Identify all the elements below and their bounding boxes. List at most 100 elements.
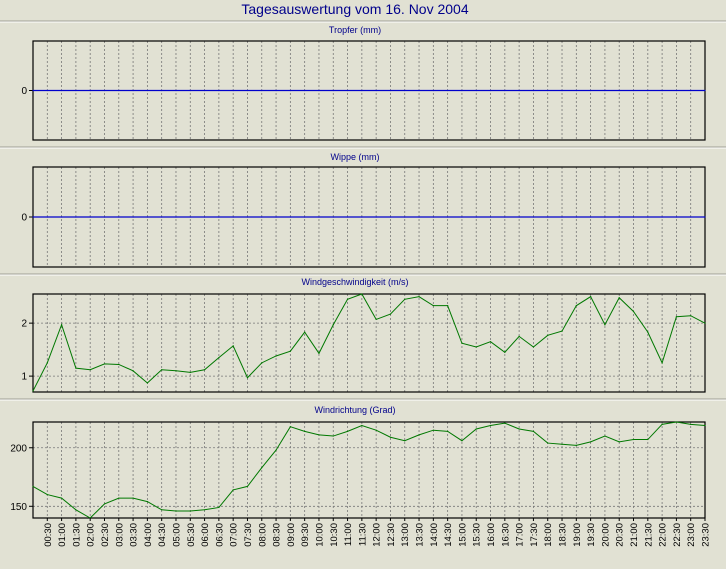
x-tick-label: 19:30 (586, 523, 597, 547)
data-point (404, 440, 406, 442)
chart-panel: Wippe (mm) 0 (0, 146, 726, 268)
data-point (246, 377, 249, 379)
data-point (304, 216, 306, 218)
x-tick-label: 21:30 (643, 523, 654, 547)
data-point (289, 216, 291, 218)
data-point (590, 216, 592, 218)
data-point (432, 216, 434, 218)
data-point (161, 89, 163, 92)
panel-title: Windgeschwindigkeit (m/s) (301, 277, 408, 287)
x-tick-label: 01:00 (57, 523, 68, 547)
data-point (132, 216, 134, 218)
data-point (618, 89, 620, 92)
data-point (704, 89, 706, 92)
data-point (332, 216, 334, 218)
data-point (447, 216, 449, 218)
y-tick-label: 200 (10, 443, 27, 454)
x-tick-label: 05:30 (186, 523, 197, 547)
chart-panels: Tropfer (mm) 0 Wippe (mm) 0 Windgeschwindigk… (0, 20, 726, 519)
data-point (432, 429, 434, 431)
x-tick-label: 05:00 (171, 523, 182, 547)
data-point (304, 430, 306, 432)
data-point (175, 89, 177, 92)
data-point (346, 298, 349, 300)
data-point (46, 362, 48, 364)
data-point (146, 89, 148, 92)
data-point (675, 421, 678, 423)
x-tick-label: 17:00 (515, 523, 526, 547)
x-tick-label: 13:00 (400, 523, 411, 547)
data-point (489, 341, 492, 343)
data-point (418, 434, 420, 436)
data-point (61, 216, 63, 218)
data-point (289, 350, 291, 352)
x-tick-label: 12:30 (386, 523, 397, 547)
data-point (647, 216, 649, 218)
data-point (261, 362, 263, 364)
data-point (103, 363, 106, 365)
data-point (89, 369, 91, 371)
x-tick-label: 22:30 (672, 523, 683, 547)
x-tick-label: 00:30 (43, 523, 54, 547)
data-point (275, 89, 277, 92)
x-tick-label: 07:30 (243, 523, 254, 547)
data-point (447, 89, 449, 92)
data-point (432, 305, 434, 307)
x-tick-label: 06:30 (214, 523, 225, 547)
data-point (418, 89, 420, 92)
data-point (461, 440, 463, 442)
data-point (332, 435, 334, 437)
data-point (504, 216, 506, 218)
data-point (189, 216, 191, 218)
data-point (461, 342, 463, 344)
data-point (375, 318, 377, 321)
data-point (632, 438, 635, 441)
data-point (575, 89, 577, 92)
data-point (461, 216, 463, 218)
x-tick-label: 15:30 (472, 523, 483, 547)
data-point (690, 315, 692, 317)
x-tick-label: 23:00 (686, 523, 697, 547)
data-point (246, 485, 249, 487)
x-tick-label: 11:30 (357, 523, 368, 546)
y-tick-label: 2 (21, 319, 27, 330)
data-point (32, 89, 34, 92)
data-point (232, 345, 234, 347)
data-point (704, 424, 706, 427)
x-tick-label: 08:00 (257, 523, 268, 547)
x-tick-label: 21:00 (629, 523, 640, 547)
data-point (447, 430, 449, 432)
data-point (590, 441, 592, 443)
data-point (75, 89, 77, 92)
x-tick-label: 20:30 (615, 523, 626, 547)
data-point (304, 89, 306, 92)
time-axis: 00:30 01:00 01:30 02:00 02:30 03:00 03:30 04:00… (43, 518, 712, 547)
data-point (218, 356, 220, 359)
data-point (489, 89, 492, 92)
x-tick-label: 01:30 (71, 523, 82, 547)
data-point (361, 424, 363, 427)
y-tick-label: 0 (21, 86, 27, 97)
data-point (218, 89, 220, 92)
data-point (547, 334, 549, 336)
data-point (275, 449, 277, 451)
data-point (475, 89, 477, 92)
data-point (261, 216, 263, 218)
panel-title: Wippe (mm) (331, 152, 380, 162)
chart-panel: Tropfer (mm) 0 (0, 20, 726, 141)
data-point (575, 444, 577, 447)
data-point (389, 89, 392, 92)
data-point (75, 216, 77, 218)
data-point (246, 216, 249, 218)
x-tick-label: 18:30 (558, 523, 569, 547)
x-tick-label: 03:30 (129, 523, 140, 547)
data-point (432, 89, 434, 92)
data-point (561, 443, 563, 445)
data-point (404, 89, 406, 92)
data-point (61, 89, 63, 92)
data-point (675, 316, 678, 318)
x-tick-label: 19:00 (572, 523, 583, 547)
data-point (346, 216, 349, 218)
data-point (332, 89, 334, 92)
